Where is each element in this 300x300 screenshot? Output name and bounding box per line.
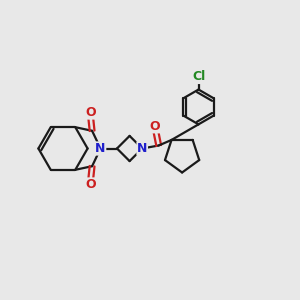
Text: O: O (85, 178, 96, 191)
Text: O: O (149, 120, 160, 133)
Text: N: N (95, 142, 106, 155)
Text: O: O (85, 106, 96, 119)
Text: Cl: Cl (193, 70, 206, 83)
Text: N: N (137, 142, 147, 155)
